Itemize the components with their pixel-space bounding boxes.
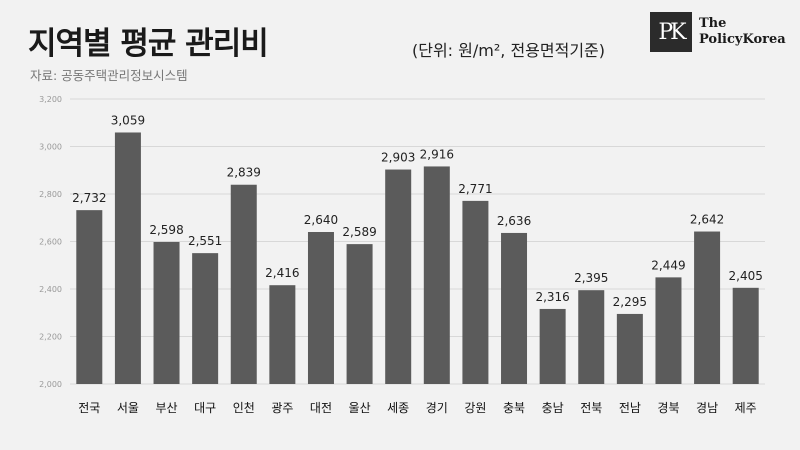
bar: [501, 232, 528, 384]
bar: [462, 200, 489, 384]
x-tick-label: 대전: [310, 401, 332, 415]
bar: [694, 231, 721, 384]
logo-line-1: The: [699, 16, 727, 31]
y-tick-label: 2,600: [39, 238, 62, 247]
x-tick-label: 대구: [194, 401, 216, 415]
data-label: 2,640: [304, 213, 338, 227]
data-label: 2,903: [381, 151, 415, 165]
logo-mark: PK: [650, 12, 692, 52]
bar: [578, 290, 605, 384]
bar: [192, 253, 219, 384]
data-label: 2,642: [690, 213, 724, 227]
y-tick-label: 3,000: [39, 143, 62, 152]
x-tick-label: 경북: [657, 401, 679, 415]
data-label: 2,916: [420, 147, 454, 161]
data-label: 2,636: [497, 214, 531, 228]
x-tick-label: 인천: [233, 400, 255, 415]
data-label: 2,416: [265, 266, 299, 280]
bar: [114, 132, 141, 384]
bar: [153, 241, 180, 384]
x-tick-label: 부산: [155, 401, 177, 415]
y-tick-label: 2,400: [39, 285, 62, 294]
bar: [655, 277, 682, 384]
data-label: 2,598: [149, 223, 183, 237]
x-tick-label: 제주: [735, 401, 757, 415]
brand-logo: PK The PolicyKorea: [650, 12, 786, 52]
x-tick-label: 경남: [696, 401, 718, 415]
data-label: 3,059: [111, 113, 145, 127]
data-label: 2,316: [535, 290, 569, 304]
bar: [539, 308, 566, 384]
data-label: 2,405: [729, 269, 763, 283]
bar: [732, 287, 759, 384]
unit-label: (단위: 원/m², 전용면적기준): [412, 41, 606, 60]
bar: [423, 166, 450, 384]
bar: [269, 285, 296, 384]
y-tick-label: 2,200: [39, 333, 62, 342]
data-label: 2,771: [458, 182, 492, 196]
x-tick-label: 울산: [349, 401, 371, 415]
x-tick-label: 경기: [426, 401, 448, 415]
x-tick-label: 강원: [464, 401, 486, 415]
y-tick-label: 2,000: [39, 380, 62, 389]
x-tick-label: 전북: [580, 401, 602, 415]
data-label: 2,589: [342, 225, 376, 239]
chart-title: 지역별 평균 관리비: [28, 26, 269, 62]
x-tick-label: 충남: [542, 401, 564, 415]
x-tick-label: 전국: [78, 401, 100, 415]
bar: [230, 184, 257, 384]
y-tick-label: 3,200: [39, 95, 62, 104]
logo-text: The PolicyKorea: [699, 16, 786, 48]
bar: [346, 244, 373, 384]
bar: [385, 169, 412, 384]
y-tick-label: 2,800: [39, 190, 62, 199]
logo-line-2: PolicyKorea: [699, 32, 786, 47]
data-label: 2,551: [188, 234, 222, 248]
x-tick-label: 전남: [619, 401, 641, 415]
data-label: 2,839: [227, 166, 261, 180]
bar: [616, 313, 643, 384]
x-tick-label: 충북: [503, 401, 525, 415]
bar: [307, 232, 334, 384]
x-tick-label: 광주: [271, 401, 293, 415]
data-label: 2,449: [651, 258, 685, 272]
data-label: 2,295: [613, 295, 647, 309]
data-label: 2,395: [574, 271, 608, 285]
x-tick-label: 세종: [387, 401, 409, 415]
bar: [76, 210, 103, 384]
data-label: 2,732: [72, 191, 106, 205]
source-label: 자료: 공동주택관리정보시스템: [30, 68, 188, 83]
x-tick-label: 서울: [117, 401, 139, 415]
